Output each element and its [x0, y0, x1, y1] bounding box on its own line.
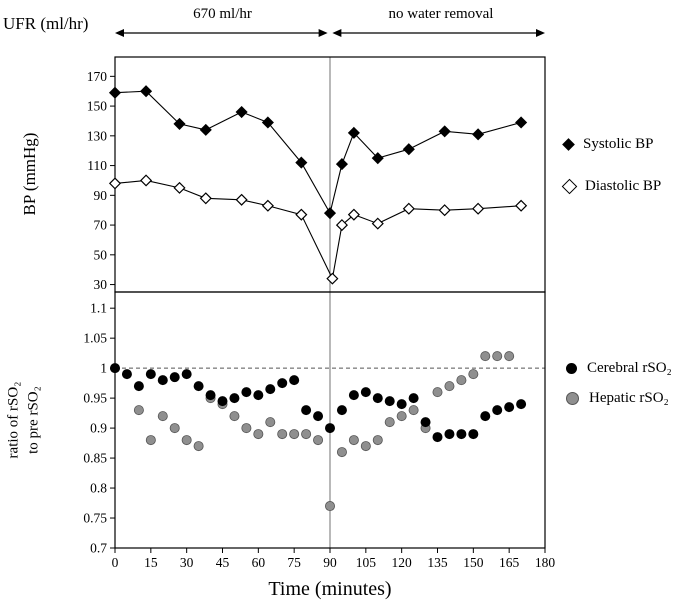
svg-text:1.1: 1.1: [90, 301, 107, 316]
svg-text:30: 30: [180, 555, 194, 570]
svg-text:0.8: 0.8: [90, 481, 107, 496]
legend-cerebral-rso2: Cerebral rSO₂: [566, 360, 672, 377]
phase-670-label: 670 ml/hr: [193, 6, 252, 22]
svg-text:135: 135: [427, 555, 448, 570]
svg-text:0.95: 0.95: [83, 391, 107, 406]
svg-text:1.05: 1.05: [83, 331, 107, 346]
legend-hepatic-rso2: Hepatic rSO₂: [566, 390, 669, 407]
ufr-axis-label: UFR (ml/hr): [3, 14, 89, 33]
svg-text:50: 50: [94, 247, 108, 262]
filled-diamond-icon: [562, 138, 575, 151]
svg-text:170: 170: [87, 69, 108, 84]
svg-text:30: 30: [94, 277, 108, 292]
svg-text:130: 130: [87, 128, 108, 143]
svg-text:90: 90: [94, 188, 108, 203]
svg-text:90: 90: [323, 555, 337, 570]
bp-axis-label: BP (mmHg): [20, 132, 39, 216]
ratio-axis-label-line2: to pre rSO₂: [25, 386, 41, 454]
svg-text:150: 150: [463, 555, 484, 570]
time-axis-label: Time (minutes): [268, 578, 392, 600]
svg-text:0.9: 0.9: [90, 421, 107, 436]
open-diamond-icon: [561, 178, 578, 195]
svg-text:110: 110: [87, 158, 107, 173]
legend-diastolic-label: Diastolic BP: [585, 178, 662, 194]
svg-text:0.75: 0.75: [83, 511, 107, 526]
svg-text:150: 150: [87, 99, 108, 114]
svg-text:0.7: 0.7: [90, 541, 107, 556]
svg-text:120: 120: [392, 555, 413, 570]
legend-systolic-bp: Systolic BP: [562, 136, 654, 153]
svg-text:180: 180: [535, 555, 556, 570]
svg-text:75: 75: [287, 555, 301, 570]
gray-circle-icon: [566, 392, 579, 405]
svg-text:165: 165: [499, 555, 520, 570]
svg-text:1: 1: [100, 361, 107, 376]
ratio-axis-label-line1: ratio of rSO₂: [5, 381, 22, 459]
svg-text:60: 60: [252, 555, 266, 570]
svg-text:0: 0: [112, 555, 119, 570]
legend-systolic-label: Systolic BP: [583, 136, 654, 152]
svg-text:15: 15: [144, 555, 158, 570]
legend-cerebral-label: Cerebral rSO₂: [587, 360, 672, 376]
legend-diastolic-bp: Diastolic BP: [561, 178, 662, 195]
svg-text:0.85: 0.85: [83, 451, 107, 466]
ratio-axis-label: ratio of rSO₂ to pre rSO₂: [5, 382, 44, 459]
svg-text:45: 45: [216, 555, 230, 570]
legend-hepatic-label: Hepatic rSO₂: [589, 390, 669, 406]
black-circle-icon: [566, 363, 577, 374]
svg-text:70: 70: [94, 218, 108, 233]
svg-text:105: 105: [356, 555, 377, 570]
phase-no-water-removal-label: no water removal: [388, 6, 494, 22]
